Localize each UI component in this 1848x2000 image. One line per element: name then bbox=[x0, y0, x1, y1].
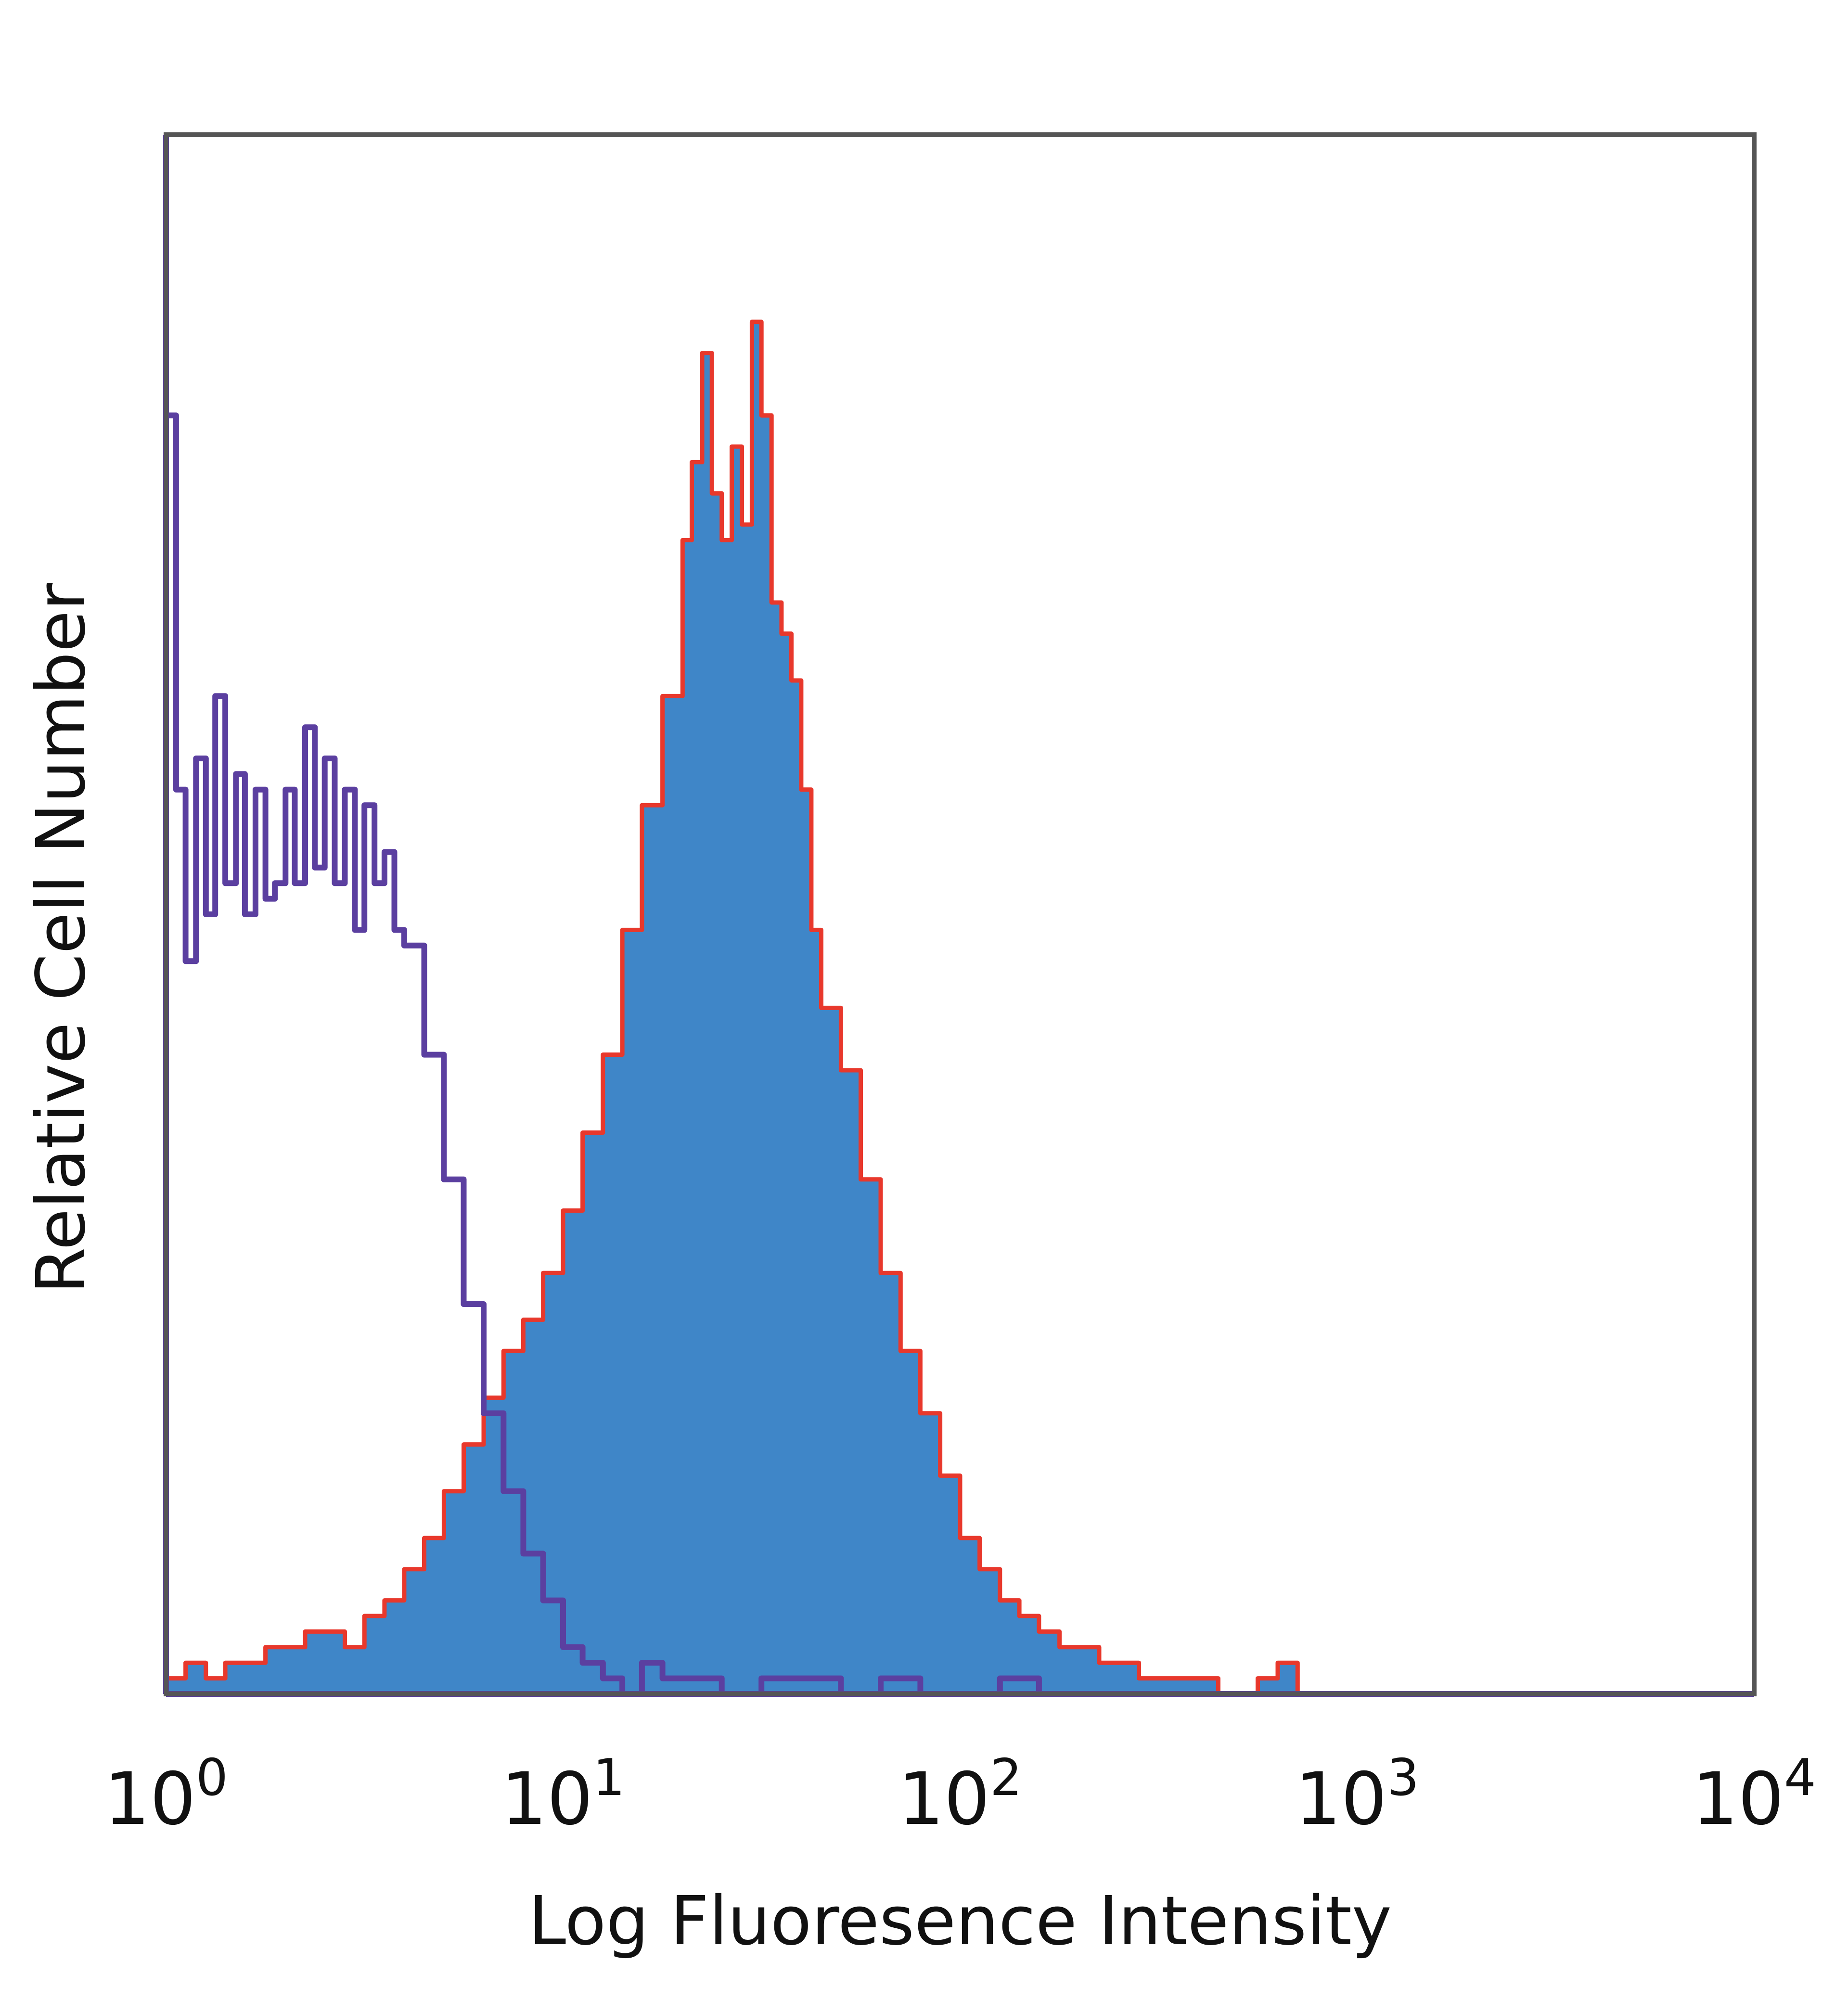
plot-frame bbox=[164, 132, 1757, 1696]
stained-histogram-area bbox=[166, 321, 1318, 1694]
plot-marks bbox=[163, 135, 1754, 1697]
x-tick-label: 100 bbox=[104, 1748, 228, 1841]
x-axis-label: Log Fluoresence Intensity bbox=[528, 1882, 1392, 1961]
x-tick-label: 101 bbox=[501, 1748, 625, 1841]
x-tick-label: 102 bbox=[898, 1748, 1022, 1841]
control-histogram-line bbox=[166, 412, 1397, 1697]
x-tick-labels: 100 101 102 103 104 bbox=[104, 1748, 1816, 1841]
x-tick-label: 103 bbox=[1295, 1748, 1419, 1841]
x-tick-label: 104 bbox=[1692, 1748, 1816, 1841]
stained-histogram-edge bbox=[166, 320, 1318, 1696]
y-axis-label: Relative Cell Number bbox=[22, 583, 101, 1294]
